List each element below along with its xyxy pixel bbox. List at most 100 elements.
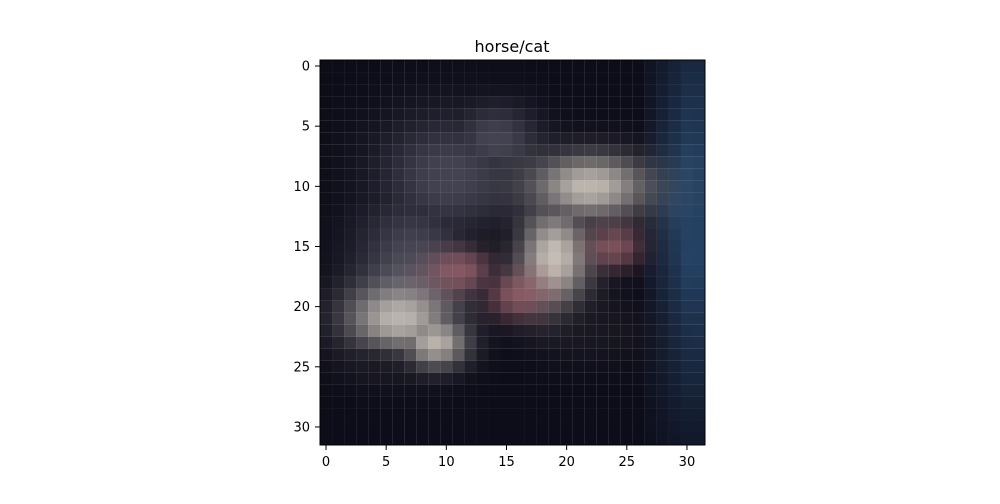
image-pixel <box>644 408 657 421</box>
image-pixel <box>536 408 549 421</box>
image-pixel <box>632 348 645 361</box>
image-pixel <box>632 300 645 313</box>
image-pixel <box>500 144 513 157</box>
image-pixel <box>524 264 537 277</box>
image-pixel <box>416 348 429 361</box>
image-pixel <box>428 420 441 434</box>
image-pixel <box>632 132 645 145</box>
image-pixel <box>536 60 549 73</box>
image-pixel <box>464 396 477 409</box>
image-pixel <box>680 204 694 217</box>
image-pixel <box>344 84 357 97</box>
image-pixel <box>320 420 333 434</box>
image-pixel <box>680 348 694 361</box>
image-pixel <box>344 180 357 193</box>
image-pixel <box>452 132 465 145</box>
image-pixel <box>680 132 694 145</box>
image-pixel <box>692 216 706 229</box>
image-pixel <box>416 180 429 193</box>
image-pixel <box>464 276 477 289</box>
image-pixel <box>596 264 609 277</box>
image-pixel <box>416 108 429 121</box>
image-pixel <box>608 348 621 361</box>
image-pixel <box>488 216 501 229</box>
image-pixel <box>572 432 585 446</box>
image-pixel <box>692 108 706 121</box>
image-pixel <box>320 348 333 361</box>
image-pixel <box>560 84 573 97</box>
image-pixel <box>548 432 561 446</box>
image-pixel <box>524 132 537 145</box>
image-pixel <box>512 96 525 109</box>
image-pixel <box>692 120 706 133</box>
image-pixel <box>344 396 357 409</box>
image-pixel <box>644 228 657 241</box>
image-pixel <box>572 408 585 421</box>
image-pixel <box>596 60 609 73</box>
image-pixel <box>416 60 429 73</box>
image-pixel <box>320 384 333 397</box>
image-pixel <box>380 324 393 337</box>
image-pixel <box>488 108 501 121</box>
image-pixel <box>524 384 537 397</box>
image-pixel <box>452 264 465 277</box>
image-pixel <box>584 360 597 373</box>
image-pixel <box>440 168 453 181</box>
image-pixel <box>548 300 561 313</box>
image-pixel <box>416 120 429 133</box>
image-pixel <box>692 228 706 241</box>
image-pixel <box>500 336 513 349</box>
image-pixel <box>500 420 513 434</box>
x-tick-label: 10 <box>438 455 455 470</box>
image-pixel <box>380 336 393 349</box>
image-pixel <box>644 324 657 337</box>
image-pixel <box>548 324 561 337</box>
image-pixel <box>512 264 525 277</box>
image-pixel <box>332 408 345 421</box>
image-pixel <box>416 372 429 385</box>
image-pixel <box>320 408 333 421</box>
image-pixel <box>404 108 417 121</box>
image-pixel <box>524 432 537 446</box>
image-pixel <box>488 168 501 181</box>
image-pixel <box>644 204 657 217</box>
image-pixel <box>680 72 694 85</box>
image-pixel <box>644 144 657 157</box>
image-pixel <box>440 144 453 157</box>
image-pixel <box>680 120 694 133</box>
image-pixel <box>476 144 489 157</box>
image-pixel <box>656 84 669 97</box>
image-pixel <box>356 252 369 265</box>
image-pixel <box>668 192 681 205</box>
image-pixel <box>320 324 333 337</box>
image-pixel <box>500 156 513 169</box>
image-pixel <box>440 408 453 421</box>
image-pixel <box>536 276 549 289</box>
image-pixel <box>428 96 441 109</box>
image-pixel <box>536 228 549 241</box>
image-pixel <box>644 180 657 193</box>
image-pixel <box>548 120 561 133</box>
image-pixel <box>608 288 621 301</box>
image-pixel <box>596 144 609 157</box>
image-pixel <box>368 432 381 446</box>
image-pixel <box>548 264 561 277</box>
image-pixel <box>356 72 369 85</box>
image-pixel <box>632 108 645 121</box>
image-pixel <box>572 324 585 337</box>
image-pixel <box>356 108 369 121</box>
image-pixel <box>320 372 333 385</box>
image-pixel <box>464 408 477 421</box>
image-pixel <box>512 168 525 181</box>
image-pixel <box>536 156 549 169</box>
image-pixel <box>452 432 465 446</box>
image-pixel <box>596 300 609 313</box>
image-pixel <box>332 264 345 277</box>
image-pixel <box>404 276 417 289</box>
image-pixel <box>656 396 669 409</box>
image-pixel <box>428 168 441 181</box>
image-pixel <box>380 144 393 157</box>
image-pixel <box>500 408 513 421</box>
y-tick-label: 25 <box>293 360 310 375</box>
image-pixel <box>524 228 537 241</box>
